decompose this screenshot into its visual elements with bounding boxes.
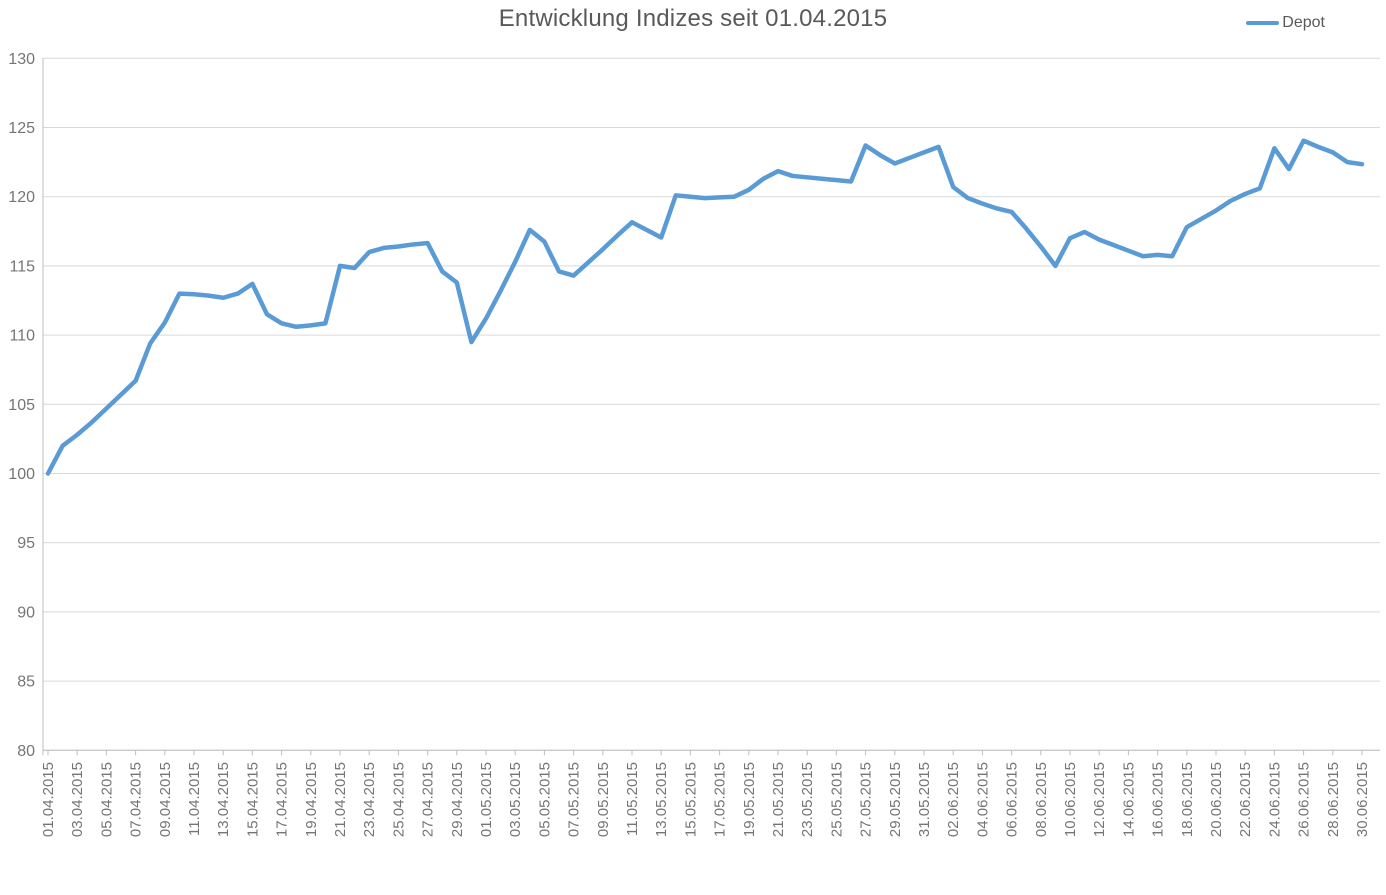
svg-text:17.04.2015: 17.04.2015 bbox=[274, 762, 291, 837]
svg-text:105: 105 bbox=[8, 397, 35, 414]
svg-text:04.06.2015: 04.06.2015 bbox=[974, 762, 991, 837]
svg-text:24.06.2015: 24.06.2015 bbox=[1266, 762, 1283, 837]
svg-text:90: 90 bbox=[17, 604, 35, 621]
svg-text:130: 130 bbox=[8, 51, 35, 68]
svg-text:110: 110 bbox=[9, 328, 35, 345]
svg-text:100: 100 bbox=[8, 466, 35, 483]
svg-text:12.06.2015: 12.06.2015 bbox=[1091, 762, 1108, 837]
svg-text:20.06.2015: 20.06.2015 bbox=[1208, 762, 1225, 837]
svg-text:10.06.2015: 10.06.2015 bbox=[1062, 762, 1079, 837]
legend-series-label: Depot bbox=[1282, 14, 1325, 31]
svg-text:05.04.2015: 05.04.2015 bbox=[98, 762, 115, 837]
svg-text:13.05.2015: 13.05.2015 bbox=[653, 762, 670, 837]
svg-text:30.06.2015: 30.06.2015 bbox=[1354, 762, 1371, 837]
svg-text:22.06.2015: 22.06.2015 bbox=[1237, 762, 1254, 837]
legend-line-swatch bbox=[1246, 21, 1280, 25]
svg-text:25.04.2015: 25.04.2015 bbox=[390, 762, 407, 837]
svg-text:16.06.2015: 16.06.2015 bbox=[1150, 762, 1167, 837]
svg-text:11.04.2015: 11.04.2015 bbox=[186, 762, 203, 836]
svg-text:06.06.2015: 06.06.2015 bbox=[1004, 762, 1021, 837]
svg-text:23.05.2015: 23.05.2015 bbox=[799, 762, 816, 837]
svg-text:26.06.2015: 26.06.2015 bbox=[1296, 762, 1313, 837]
svg-text:29.05.2015: 29.05.2015 bbox=[887, 762, 904, 837]
svg-text:03.04.2015: 03.04.2015 bbox=[69, 762, 86, 837]
svg-text:15.05.2015: 15.05.2015 bbox=[682, 762, 699, 837]
svg-text:15.04.2015: 15.04.2015 bbox=[244, 762, 261, 837]
svg-text:03.05.2015: 03.05.2015 bbox=[507, 762, 524, 837]
svg-text:120: 120 bbox=[8, 189, 35, 206]
svg-text:02.06.2015: 02.06.2015 bbox=[945, 762, 962, 837]
svg-text:08.06.2015: 08.06.2015 bbox=[1033, 762, 1050, 837]
svg-text:31.05.2015: 31.05.2015 bbox=[916, 762, 933, 837]
svg-text:05.05.2015: 05.05.2015 bbox=[536, 762, 553, 837]
svg-text:21.05.2015: 21.05.2015 bbox=[770, 762, 787, 837]
legend: Depot bbox=[1246, 14, 1325, 32]
svg-text:29.04.2015: 29.04.2015 bbox=[449, 762, 466, 837]
svg-text:19.05.2015: 19.05.2015 bbox=[741, 762, 758, 837]
gridlines-group bbox=[43, 57, 1380, 751]
svg-text:85: 85 bbox=[17, 674, 35, 691]
y-axis-labels: 80 85 90 95 100 105 110 115 120 125 130 bbox=[8, 51, 35, 760]
svg-text:25.05.2015: 25.05.2015 bbox=[828, 762, 845, 837]
svg-text:09.04.2015: 09.04.2015 bbox=[157, 762, 174, 837]
svg-text:19.04.2015: 19.04.2015 bbox=[303, 762, 320, 837]
svg-text:18.06.2015: 18.06.2015 bbox=[1179, 762, 1196, 837]
svg-text:80: 80 bbox=[17, 743, 35, 760]
depot-series-line bbox=[45, 138, 1365, 476]
svg-text:95: 95 bbox=[17, 535, 35, 552]
svg-text:07.04.2015: 07.04.2015 bbox=[128, 762, 145, 837]
chart-title: Entwicklung Indizes seit 01.04.2015 bbox=[498, 5, 888, 32]
svg-text:14.06.2015: 14.06.2015 bbox=[1120, 762, 1137, 837]
svg-text:115: 115 bbox=[9, 258, 35, 275]
svg-text:27.04.2015: 27.04.2015 bbox=[420, 762, 437, 837]
svg-text:09.05.2015: 09.05.2015 bbox=[595, 762, 612, 837]
svg-text:23.04.2015: 23.04.2015 bbox=[361, 762, 378, 837]
svg-text:125: 125 bbox=[8, 120, 35, 137]
svg-text:13.04.2015: 13.04.2015 bbox=[215, 762, 232, 837]
axes-group bbox=[42, 58, 1380, 756]
svg-text:07.05.2015: 07.05.2015 bbox=[566, 762, 583, 837]
svg-text:27.05.2015: 27.05.2015 bbox=[858, 762, 875, 837]
svg-text:21.04.2015: 21.04.2015 bbox=[332, 762, 349, 837]
svg-text:17.05.2015: 17.05.2015 bbox=[712, 762, 729, 837]
svg-text:11.05.2015: 11.05.2015 bbox=[624, 762, 641, 836]
svg-text:01.05.2015: 01.05.2015 bbox=[478, 762, 495, 837]
svg-text:01.04.2015: 01.04.2015 bbox=[40, 762, 57, 837]
x-axis-labels: 01.04.2015 03.04.2015 05.04.2015 07.04.2015… bbox=[40, 762, 1371, 837]
svg-text:28.06.2015: 28.06.2015 bbox=[1325, 762, 1342, 837]
